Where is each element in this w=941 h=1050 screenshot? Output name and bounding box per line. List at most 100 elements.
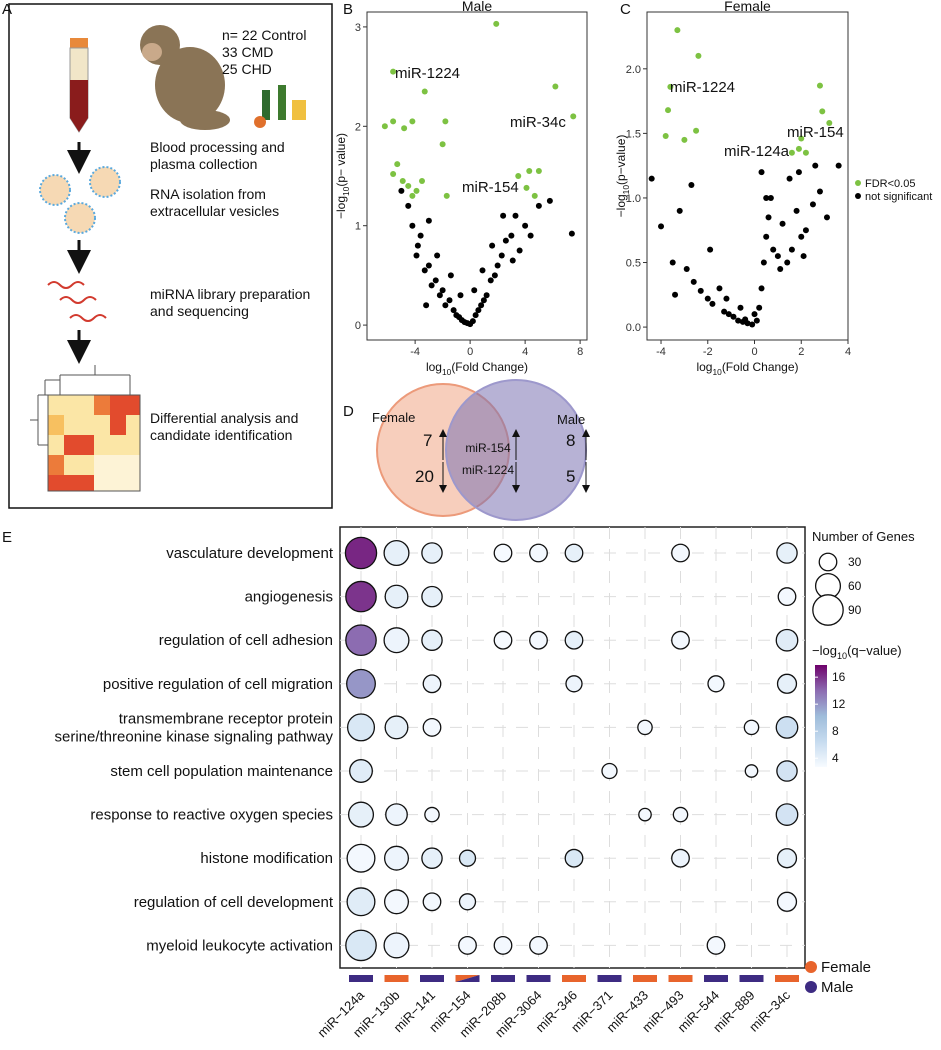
dot: [671, 543, 690, 563]
label-part: −log: [614, 194, 628, 217]
point: [425, 262, 432, 269]
dot: [383, 627, 410, 654]
point: [648, 175, 655, 182]
point: [802, 227, 809, 234]
point: [658, 223, 665, 230]
label-part: −log: [812, 643, 837, 658]
point: [523, 184, 530, 191]
point: [489, 242, 496, 249]
dot: [637, 719, 653, 736]
point: [707, 246, 714, 253]
drinks-icon: [254, 85, 306, 128]
x-tick-label: -4: [656, 346, 666, 358]
point: [472, 312, 479, 319]
point: [816, 82, 823, 89]
point: [471, 287, 478, 294]
group-bar: [526, 975, 551, 982]
dot: [565, 675, 583, 693]
dot: [564, 630, 584, 650]
group-bar: [597, 975, 622, 982]
point: [502, 237, 509, 244]
group-bar: [704, 975, 728, 982]
dot: [421, 542, 443, 564]
dot: [776, 891, 798, 912]
group-bar: [668, 975, 693, 982]
colorbar: [815, 665, 827, 767]
group-bar: [455, 975, 480, 982]
dot: [346, 887, 376, 917]
point: [672, 291, 679, 298]
legend-label: not significant: [865, 191, 932, 203]
x-axis-label: log10(Fold Change): [426, 360, 528, 377]
dot: [775, 803, 799, 826]
point: [432, 277, 439, 284]
dot: [345, 929, 377, 962]
dot: [564, 848, 584, 868]
point: [475, 307, 482, 314]
dot: [672, 806, 689, 823]
panel-label: E: [2, 529, 12, 546]
group-bar: [739, 975, 764, 982]
point: [667, 83, 674, 90]
y-tick-label: 2: [355, 121, 361, 133]
point: [409, 192, 416, 199]
dot: [777, 587, 797, 607]
point: [414, 242, 421, 249]
point: [681, 136, 688, 143]
dot: [564, 543, 584, 563]
x-tick-label: 0: [467, 346, 473, 358]
point: [442, 118, 449, 125]
label-part: 10: [341, 186, 351, 196]
point: [819, 108, 826, 115]
panel-label: B: [343, 1, 353, 18]
row-label: stem cell population maintenance: [110, 763, 333, 780]
dot: [384, 584, 409, 609]
size-legend-label: 90: [848, 603, 862, 617]
size-legend-label: 60: [848, 579, 862, 593]
y-tick-label: 0.0: [626, 322, 641, 334]
dot: [383, 845, 410, 871]
label-part: (Fold Change): [722, 360, 799, 374]
point: [763, 233, 770, 240]
venn-count: 8: [566, 431, 575, 450]
x-tick-label: 8: [577, 346, 583, 358]
point: [457, 292, 464, 299]
step-text: RNA isolation from: [150, 186, 266, 202]
dot: [383, 932, 410, 959]
workflow-panel: n= 22 Control 33 CMD 25 CHD Blood proces…: [8, 3, 333, 509]
colorbar-label: 8: [832, 724, 839, 738]
dot: [349, 759, 373, 783]
point: [442, 302, 449, 309]
dot: [671, 630, 690, 650]
venn-count: 7: [423, 431, 432, 450]
point: [508, 232, 515, 239]
panel-label: D: [343, 403, 354, 420]
point: [421, 88, 428, 95]
y-axis-label: −log10(p− value): [334, 133, 351, 219]
step-text: Differential analysis and: [150, 410, 298, 426]
point: [723, 295, 730, 302]
point: [443, 192, 450, 199]
x-tick-label: 4: [522, 346, 528, 358]
venn-set-label: Female: [372, 410, 415, 425]
label-part: −log: [334, 196, 348, 219]
point: [716, 285, 723, 292]
cohort-text: 33 CMD: [222, 44, 273, 60]
point: [413, 187, 420, 194]
point: [483, 292, 490, 299]
point: [742, 316, 749, 323]
row-label: transmembrane receptor protein serine/thr…: [54, 710, 333, 745]
chart-title: Male: [462, 0, 493, 14]
point: [509, 257, 516, 264]
point: [436, 292, 443, 299]
point: [439, 287, 446, 294]
group-bar: [633, 975, 657, 982]
step-text: and sequencing: [150, 303, 249, 319]
dot: [345, 580, 377, 613]
tube-cap: [70, 38, 88, 48]
dot: [458, 935, 477, 955]
point: [725, 311, 732, 318]
dot: [384, 715, 409, 740]
panel-frame: [8, 3, 333, 509]
venn-set-label: Male: [557, 412, 585, 427]
